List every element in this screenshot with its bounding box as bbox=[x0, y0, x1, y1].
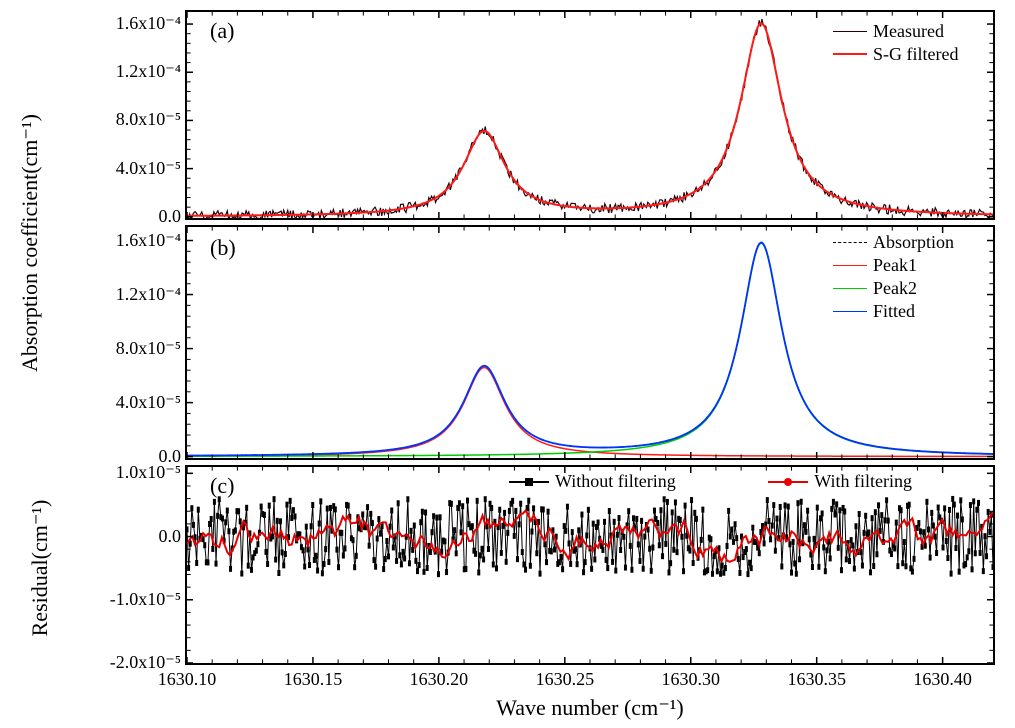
legend-label: Fitted bbox=[873, 301, 915, 322]
ytick-label: 1.2x10⁻⁴ bbox=[101, 284, 181, 305]
ytick-label: 0.0 bbox=[101, 206, 181, 227]
panel-c-letter: (c) bbox=[210, 473, 234, 499]
legend-entry: Absorption bbox=[833, 232, 954, 253]
legend-entry: Peak1 bbox=[833, 255, 954, 276]
legend-label: With filtering bbox=[814, 471, 912, 492]
xtick-label: 1630.35 bbox=[777, 669, 857, 690]
legend-swatch-icon bbox=[768, 476, 808, 488]
legend-line-icon bbox=[833, 311, 867, 312]
figure-root: Absorption coefficient(cm⁻¹) Residual(cm… bbox=[0, 0, 1015, 728]
ytick-label: 8.0x10⁻⁵ bbox=[101, 109, 181, 130]
legend-swatch-icon bbox=[509, 476, 549, 488]
ytick-label: 8.0x10⁻⁵ bbox=[101, 338, 181, 359]
ytick-label: 4.0x10⁻⁵ bbox=[101, 158, 181, 179]
legend-line-icon bbox=[833, 242, 867, 243]
legend-line-icon bbox=[833, 265, 867, 266]
legend-entry: Fitted bbox=[833, 301, 954, 322]
xtick-label: 1630.15 bbox=[273, 669, 353, 690]
panel-b-legend: AbsorptionPeak1Peak2Fitted bbox=[833, 232, 954, 324]
xtick-label: 1630.20 bbox=[399, 669, 479, 690]
panel-a-letter: (a) bbox=[210, 18, 234, 44]
ytick-label: 0.0 bbox=[101, 526, 181, 547]
panel-b-letter: (b) bbox=[210, 235, 236, 261]
xtick-label: 1630.10 bbox=[147, 669, 227, 690]
ytick-label: 4.0x10⁻⁵ bbox=[101, 392, 181, 413]
legend-line-icon bbox=[833, 288, 867, 289]
xtick-label: 1630.30 bbox=[651, 669, 731, 690]
legend-entry: Peak2 bbox=[833, 278, 954, 299]
ytick-label: 1.6x10⁻⁴ bbox=[101, 230, 181, 251]
panel-c-legend-entry: Without filtering bbox=[509, 471, 676, 492]
legend-line-icon bbox=[833, 31, 867, 32]
legend-label: S-G filtered bbox=[873, 44, 958, 65]
legend-entry: Measured bbox=[833, 21, 958, 42]
legend-label: Peak1 bbox=[873, 255, 917, 276]
xtick-label: 1630.25 bbox=[525, 669, 605, 690]
xtick-label: 1630.40 bbox=[903, 669, 983, 690]
ytick-label: 1.6x10⁻⁴ bbox=[101, 13, 181, 34]
legend-entry: S-G filtered bbox=[833, 44, 958, 65]
ytick-label: 1.2x10⁻⁴ bbox=[101, 61, 181, 82]
legend-label: Without filtering bbox=[555, 471, 676, 492]
legend-line-icon bbox=[833, 53, 867, 55]
overlay-layer: 0.0 4.0x10⁻⁵ 8.0x10⁻⁵ 1.2x10⁻⁴ 1.6x10⁻⁴ (a) Me… bbox=[0, 0, 1015, 728]
ytick-label: -1.0x10⁻⁵ bbox=[101, 589, 181, 610]
legend-label: Measured bbox=[873, 21, 944, 42]
legend-label: Peak2 bbox=[873, 278, 917, 299]
legend-label: Absorption bbox=[873, 232, 954, 253]
ytick-label: 1.0x10⁻⁵ bbox=[101, 462, 181, 483]
panel-c-legend-entry: With filtering bbox=[768, 471, 912, 492]
panel-a-legend: MeasuredS-G filtered bbox=[833, 21, 958, 67]
